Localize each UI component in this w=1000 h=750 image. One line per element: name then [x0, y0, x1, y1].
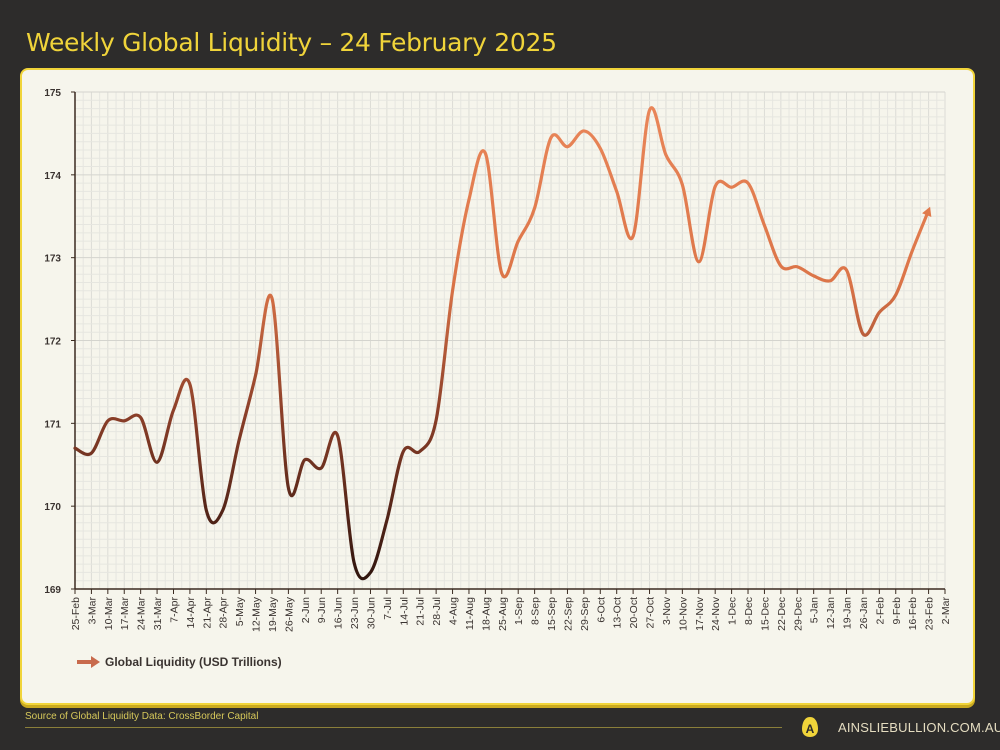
x-tick-label: 2-Mar [940, 596, 952, 624]
x-tick-label: 25-Aug [497, 597, 509, 631]
x-tick-label: 3-Mar [86, 596, 98, 624]
x-tick-label: 7-Jul [382, 597, 394, 620]
x-tick-label: 31-Mar [152, 597, 164, 631]
x-tick-label: 18-Aug [480, 597, 492, 631]
y-tick-label: 172 [44, 337, 61, 348]
x-tick-label: 12-May [251, 596, 263, 632]
y-axis-labels: 169 170 171 172 173 174 175 [44, 88, 61, 596]
x-tick-label: 29-Sep [579, 597, 591, 631]
y-tick-label: 174 [44, 171, 61, 182]
x-tick-label: 10-Mar [103, 597, 115, 631]
x-tick-label: 7-Apr [168, 597, 180, 623]
x-tick-label: 23-Jun [349, 597, 361, 629]
x-tick-label: 19-May [267, 596, 279, 632]
x-tick-label: 14-Apr [185, 596, 197, 628]
y-tick-label: 170 [44, 502, 61, 513]
series-line-global-liquidity [73, 106, 931, 581]
x-tick-label: 11-Aug [464, 597, 476, 630]
x-tick-label: 24-Mar [136, 597, 148, 631]
x-tick-label: 20-Oct [628, 597, 640, 629]
y-tick-label: 173 [44, 254, 61, 265]
x-tick-label: 16-Feb [907, 597, 919, 630]
x-tick-label: 5-May [234, 596, 246, 626]
x-tick-label: 28-Apr [218, 596, 230, 628]
x-tick-label: 19-Jan [842, 597, 854, 629]
x-tick-label: 26-Jan [858, 597, 870, 629]
x-tick-label: 14-Jul [398, 597, 410, 626]
arrow-right-icon [77, 656, 100, 668]
x-tick-label: 21-Apr [201, 596, 213, 628]
footer-divider [25, 727, 782, 728]
x-tick-label: 13-Oct [612, 597, 624, 629]
x-tick-label: 12-Jan [825, 597, 837, 629]
x-tick-label: 15-Dec [759, 597, 771, 631]
x-tick-label: 9-Jun [316, 597, 328, 623]
x-axis-labels: 25-Feb 3-Mar 10-Mar 17-Mar 24-Mar 31-Mar 7-Apr… [70, 596, 952, 632]
x-tick-label: 2-Feb [874, 597, 886, 625]
y-tick-label: 171 [44, 419, 61, 430]
x-tick-label: 21-Jul [415, 597, 427, 626]
x-tick-label: 30-Jun [365, 597, 377, 629]
ainslie-logo-icon: A [802, 717, 818, 737]
x-tick-label: 24-Nov [710, 596, 722, 631]
x-tick-label: 4-Aug [448, 597, 460, 625]
x-tick-label: 23-Feb [924, 597, 936, 630]
source-note: Source of Global Liquidity Data: CrossBo… [25, 711, 259, 722]
chart-panel [20, 68, 975, 705]
page-title: Weekly Global Liquidity – 24 February 20… [26, 28, 557, 57]
x-tick-label: 2-Jun [300, 597, 312, 623]
x-tick-label: 8-Dec [743, 597, 755, 625]
x-tick-label: 26-May [283, 596, 295, 632]
x-tick-label: 9-Feb [891, 597, 903, 625]
x-tick-label: 6-Oct [595, 597, 607, 623]
x-tick-label: 16-Jun [333, 597, 345, 629]
x-tick-label: 22-Dec [776, 597, 788, 631]
x-tick-label: 1-Dec [727, 597, 739, 625]
x-tick-label: 22-Sep [562, 597, 574, 631]
y-tick-label: 169 [44, 585, 61, 596]
axes [71, 91, 946, 594]
website-link[interactable]: AINSLIEBULLION.COM.AU [838, 720, 1000, 735]
x-tick-label: 5-Jan [809, 597, 821, 623]
x-tick-label: 8-Sep [530, 597, 542, 625]
legend-label: Global Liquidity (USD Trillions) [105, 655, 282, 669]
series-arrowhead [922, 206, 932, 217]
x-tick-label: 29-Dec [792, 597, 804, 631]
x-tick-label: 17-Mar [119, 597, 131, 631]
x-tick-label: 28-Jul [431, 597, 443, 626]
y-tick-label: 175 [44, 88, 61, 99]
svg-text:A: A [806, 722, 815, 736]
x-tick-label: 10-Nov [677, 596, 689, 631]
x-tick-label: 27-Oct [645, 597, 657, 629]
x-tick-label: 3-Nov [661, 596, 673, 625]
grid [74, 91, 946, 590]
x-tick-label: 1-Sep [513, 597, 525, 625]
x-tick-label: 15-Sep [546, 597, 558, 631]
x-tick-label: 17-Nov [694, 596, 706, 631]
x-tick-label: 25-Feb [70, 597, 82, 630]
legend: Global Liquidity (USD Trillions) [77, 655, 282, 669]
